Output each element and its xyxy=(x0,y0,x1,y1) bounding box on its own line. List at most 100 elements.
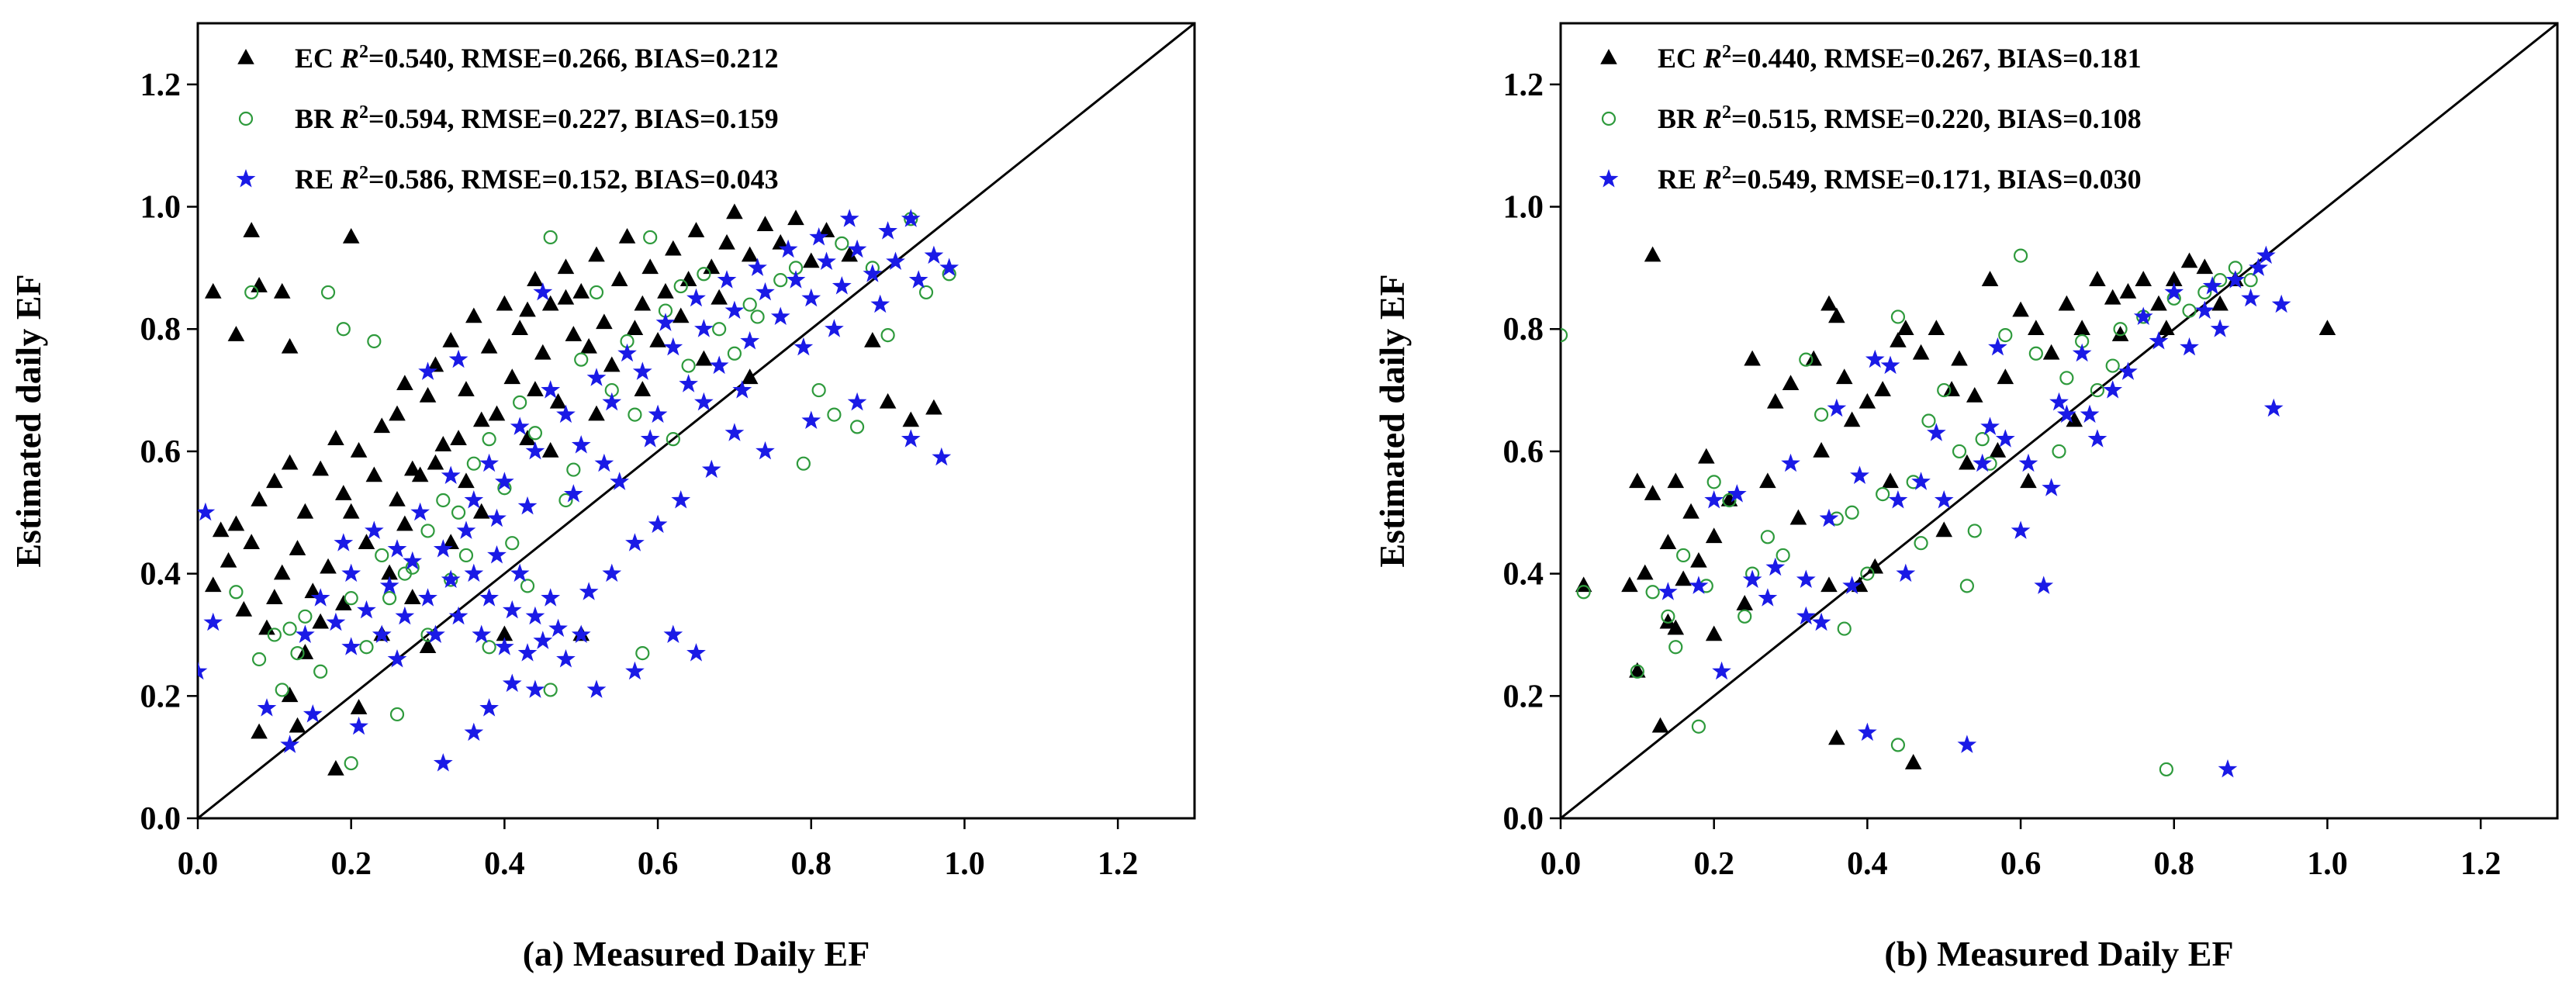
data-point-ec xyxy=(772,233,790,250)
x-axis-title: (b) Measured Daily EF xyxy=(1884,934,2233,973)
data-point-ec xyxy=(251,491,268,506)
y-tick-label: 1.2 xyxy=(1503,67,1544,103)
data-point-re xyxy=(602,563,622,583)
series-ec xyxy=(204,203,942,776)
data-point-re xyxy=(2202,276,2222,295)
data-point-ec xyxy=(2318,320,2336,336)
legend-entry-re: RE R2=0.549, RMSE=0.171, BIAS=0.030 xyxy=(1658,163,2142,195)
data-point-re xyxy=(617,343,637,362)
data-point-br xyxy=(574,352,589,367)
data-point-ec xyxy=(227,515,245,531)
data-point-ec xyxy=(695,350,713,366)
data-point-ec xyxy=(1935,521,1953,538)
panel-b: 0.0 0.2 0.4 0.6 0.8 1.0 1.2 0.0 0.2 0.4 0.6 0.8 1.0 1… xyxy=(1372,22,2559,973)
data-point-br xyxy=(267,627,282,642)
data-point-br xyxy=(1975,432,1990,447)
data-point-ec xyxy=(350,699,368,714)
x-tick-label: 1.0 xyxy=(2307,846,2348,882)
data-point-re xyxy=(464,722,484,742)
data-point-br xyxy=(1576,585,1591,600)
data-point-ec xyxy=(2111,326,2129,341)
data-point-ec xyxy=(902,411,920,427)
data-point-ec xyxy=(1874,381,1891,396)
data-point-br xyxy=(1645,585,1660,600)
data-point-re xyxy=(395,606,415,625)
data-point-br xyxy=(918,285,934,300)
data-point-br xyxy=(1998,328,2013,343)
data-point-ec xyxy=(327,430,344,445)
data-point-br xyxy=(1630,664,1644,679)
data-point-re xyxy=(786,270,806,289)
data-point-re xyxy=(586,368,607,386)
data-point-br xyxy=(482,640,496,655)
data-point-ec xyxy=(480,337,498,354)
data-point-br xyxy=(466,456,481,471)
data-point-re xyxy=(2118,361,2138,380)
y-tick-label: 0.2 xyxy=(140,679,182,714)
y-tick-label: 1.0 xyxy=(1503,190,1544,226)
data-point-re xyxy=(448,606,469,625)
data-point-re xyxy=(847,239,867,258)
data-point-ec xyxy=(2135,271,2152,286)
data-point-ec xyxy=(2028,320,2045,336)
data-point-ec xyxy=(2150,295,2167,311)
data-point-ec xyxy=(320,558,337,574)
data-point-ec xyxy=(243,534,260,549)
data-point-ec xyxy=(519,301,536,317)
data-point-re xyxy=(717,270,737,289)
data-point-ec xyxy=(304,583,322,599)
data-point-re xyxy=(648,404,668,423)
one-to-one-line xyxy=(198,23,1195,818)
data-point-ec xyxy=(741,246,759,262)
data-point-re xyxy=(418,588,437,607)
data-point-br xyxy=(290,646,305,661)
x-tick-label: 0.2 xyxy=(1693,846,1734,882)
data-point-ec xyxy=(1667,472,1685,489)
data-point-br xyxy=(344,591,358,606)
x-tick-label: 0.6 xyxy=(2000,846,2042,882)
data-point-br xyxy=(458,548,474,563)
data-point-ec xyxy=(296,644,314,659)
data-point-br xyxy=(275,683,289,697)
data-point-re xyxy=(878,221,897,240)
data-point-br xyxy=(635,646,650,661)
data-point-ec xyxy=(1951,350,1968,366)
data-point-ec xyxy=(1744,350,1761,366)
data-point-ec xyxy=(711,289,728,305)
data-point-br xyxy=(2182,303,2197,318)
data-point-br xyxy=(543,230,558,245)
data-point-ec xyxy=(1629,662,1646,678)
data-point-re xyxy=(817,251,836,270)
data-point-ec xyxy=(204,282,222,299)
data-point-br xyxy=(505,536,520,551)
data-point-br xyxy=(2090,382,2105,398)
data-point-br xyxy=(643,230,658,245)
data-point-ec xyxy=(1904,754,1922,769)
data-point-ec xyxy=(411,466,429,482)
data-point-ec xyxy=(358,534,375,549)
data-point-re xyxy=(1704,490,1724,509)
data-point-ec xyxy=(1629,472,1646,489)
data-point-ec xyxy=(465,307,482,323)
data-point-ec xyxy=(1828,307,1845,323)
data-point-ec xyxy=(841,246,858,262)
data-point-br xyxy=(244,285,259,300)
data-point-ec xyxy=(403,460,421,476)
data-point-re xyxy=(602,392,622,411)
data-point-ec xyxy=(649,332,666,347)
data-point-ec xyxy=(1820,576,1838,593)
data-point-ec xyxy=(1959,454,1976,470)
data-point-re xyxy=(1858,722,1877,742)
data-point-ec xyxy=(572,282,590,299)
data-point-re xyxy=(886,251,905,270)
data-point-re xyxy=(825,319,844,337)
data-point-ec xyxy=(296,503,314,519)
data-point-br xyxy=(666,432,680,447)
data-point-ec xyxy=(342,227,360,244)
data-point-ec xyxy=(511,320,528,336)
data-point-ec xyxy=(818,222,835,237)
data-point-br xyxy=(681,358,696,373)
data-point-re xyxy=(280,735,299,753)
data-point-ec xyxy=(2042,344,2060,360)
data-point-br xyxy=(742,297,757,312)
